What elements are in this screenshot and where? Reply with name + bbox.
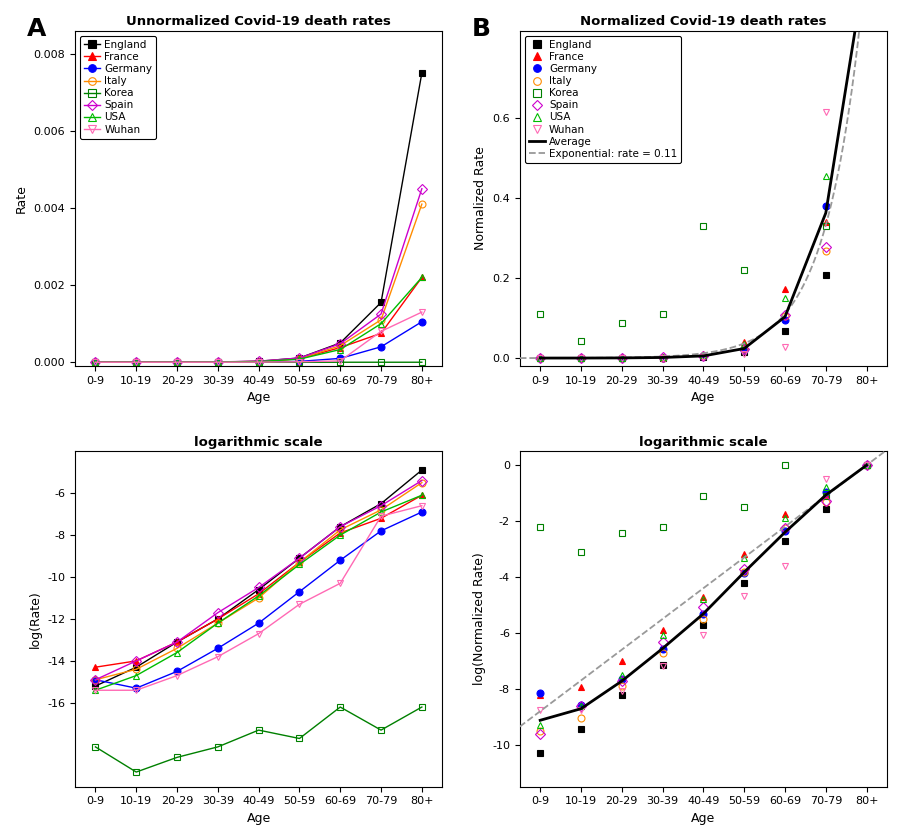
Text: B: B (472, 17, 491, 41)
Legend: England, France, Germany, Italy, Korea, Spain, USA, Wuhan: England, France, Germany, Italy, Korea, … (80, 36, 156, 139)
X-axis label: Age: Age (691, 391, 715, 404)
Text: A: A (27, 17, 47, 41)
Title: logarithmic scale: logarithmic scale (640, 436, 768, 449)
Y-axis label: log(Rate): log(Rate) (29, 590, 41, 648)
Y-axis label: Normalized Rate: Normalized Rate (474, 146, 487, 250)
Title: Normalized Covid-19 death rates: Normalized Covid-19 death rates (580, 15, 826, 28)
X-axis label: Age: Age (246, 812, 271, 825)
Title: logarithmic scale: logarithmic scale (195, 436, 323, 449)
Y-axis label: log(Normalized Rate): log(Normalized Rate) (474, 553, 486, 685)
X-axis label: Age: Age (246, 391, 271, 404)
X-axis label: Age: Age (691, 812, 715, 825)
Legend: England, France, Germany, Italy, Korea, Spain, USA, Wuhan, Average, Exponential:: England, France, Germany, Italy, Korea, … (525, 36, 681, 163)
Title: Unnormalized Covid-19 death rates: Unnormalized Covid-19 death rates (126, 15, 391, 28)
Y-axis label: Rate: Rate (15, 184, 28, 213)
